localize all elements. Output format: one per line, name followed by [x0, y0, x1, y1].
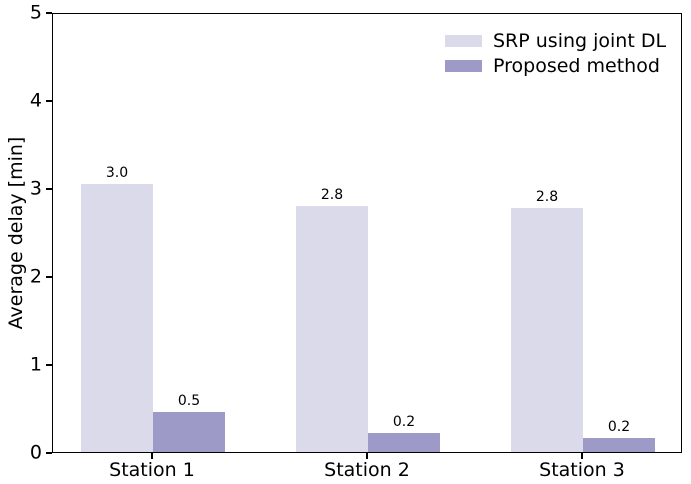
x-tick-mark [366, 453, 368, 459]
y-tick-mark [46, 276, 52, 278]
bar-srp-station-1 [81, 183, 153, 452]
y-tick-label: 3 [29, 177, 42, 200]
bar-value-label: 2.8 [320, 186, 344, 203]
y-tick-mark [46, 100, 52, 102]
legend-label-srp: SRP using joint DL [493, 29, 667, 52]
y-tick-label: 2 [29, 265, 42, 288]
legend-item-srp: SRP using joint DL [445, 29, 666, 53]
bar-proposed-station-1 [153, 412, 225, 452]
legend-swatch-srp-icon [445, 35, 482, 47]
y-tick-label: 4 [29, 89, 42, 112]
y-tick-label: 0 [29, 441, 42, 464]
bar-proposed-station-2 [368, 432, 440, 452]
y-tick-mark [46, 452, 52, 454]
y-axis-label: Average delay [min] [5, 136, 27, 330]
bar-value-label: 2.8 [535, 189, 559, 206]
bar-value-label: 0.2 [607, 418, 631, 435]
x-tick-label: Station 3 [539, 459, 625, 481]
plot-area: 3.0 0.5 2.8 0.2 2.8 0.2 [52, 13, 682, 453]
legend-swatch-proposed-icon [445, 60, 482, 72]
legend-label-proposed: Proposed method [493, 54, 660, 77]
y-tick-label: 5 [29, 1, 42, 24]
x-tick-label: Station 2 [324, 459, 410, 481]
bar-value-label: 0.2 [392, 413, 416, 430]
bar-proposed-station-3 [583, 437, 655, 452]
x-tick-label: Station 1 [109, 459, 195, 481]
y-tick-mark [46, 188, 52, 190]
legend-item-proposed: Proposed method [445, 54, 666, 78]
y-tick-mark [46, 12, 52, 14]
y-tick-mark [46, 364, 52, 366]
bar-value-label: 0.5 [177, 393, 201, 410]
y-tick-label: 1 [29, 353, 42, 376]
bar-value-label: 3.0 [105, 164, 129, 181]
bar-srp-station-2 [296, 205, 368, 452]
legend: SRP using joint DL Proposed method [445, 29, 666, 78]
x-tick-mark [581, 453, 583, 459]
bar-srp-station-3 [511, 208, 583, 452]
x-tick-mark [151, 453, 153, 459]
